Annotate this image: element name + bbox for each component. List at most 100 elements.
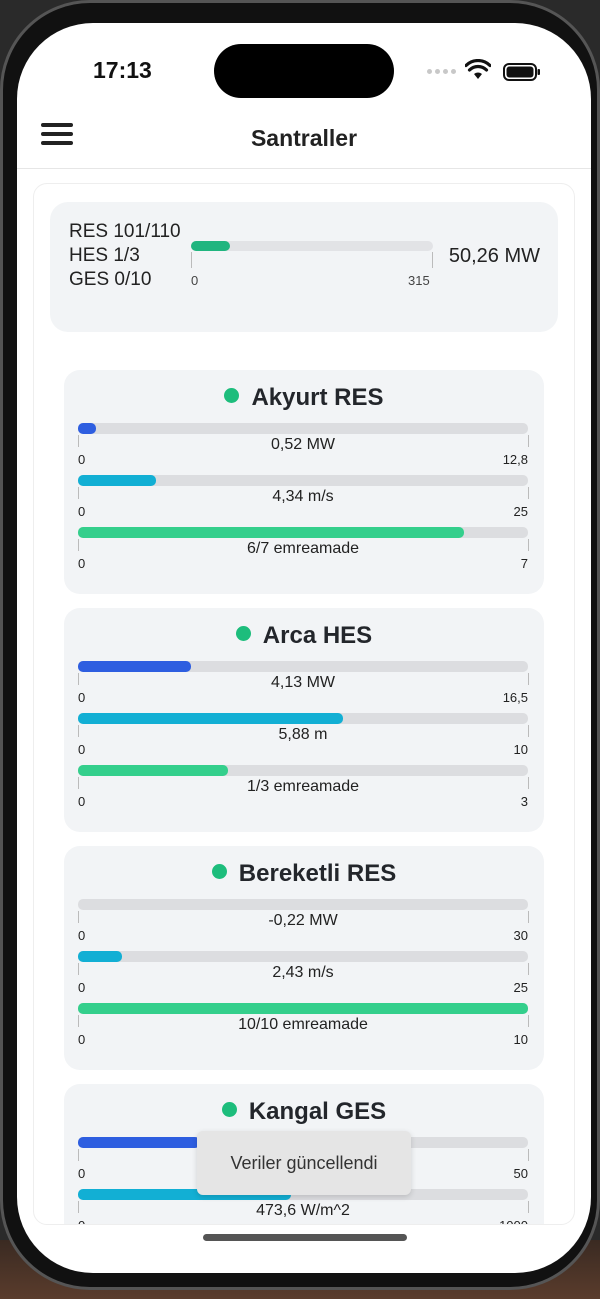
metric-gauge: 2,43 m/s 0 25 — [78, 951, 530, 1003]
dynamic-island — [214, 44, 394, 98]
summary-label-res: RES 101/110 — [69, 221, 181, 242]
menu-icon[interactable] — [41, 123, 73, 149]
summary-min-label: 0 — [191, 273, 199, 288]
metric-min: 0 — [78, 794, 86, 809]
metric-tick-min — [78, 487, 79, 499]
home-indicator[interactable] — [203, 1234, 407, 1241]
wifi-icon — [465, 59, 491, 79]
metric-track — [78, 423, 528, 434]
metric-value: 1/3 emreamade — [246, 778, 360, 795]
battery-icon — [503, 63, 540, 81]
metric-value: 4,13 MW — [270, 674, 335, 691]
toast-message: Veriler güncellendi — [197, 1131, 411, 1195]
metric-max: 25 — [513, 980, 528, 995]
plant-header: Kangal GES — [64, 1098, 544, 1128]
metric-tick-min — [78, 673, 79, 685]
status-time: 17:13 — [93, 57, 152, 83]
summary-progress-bar — [191, 241, 433, 251]
metric-track — [78, 765, 528, 776]
plants-list[interactable]: RES 101/110 HES 1/3 GES 0/10 0 315 50,26… — [33, 183, 575, 1225]
metric-min: 0 — [78, 980, 86, 995]
navigation-bar: Santraller — [17, 113, 591, 169]
summary-tick-min — [191, 252, 192, 268]
status-dot-icon — [235, 626, 251, 641]
summary-card: RES 101/110 HES 1/3 GES 0/10 0 315 50,26… — [50, 202, 558, 332]
metric-fill — [78, 1003, 528, 1014]
metric-max: 25 — [513, 504, 528, 519]
metric-fill — [78, 951, 122, 962]
metric-gauge: 6/7 emreamade 0 7 — [78, 527, 530, 579]
plant-header: Bereketli RES — [64, 860, 544, 890]
plant-header: Arca HES — [64, 622, 544, 652]
metric-fill — [78, 527, 464, 538]
metric-value: -0,22 MW — [268, 912, 338, 929]
summary-total-power: 50,26 MW — [448, 245, 540, 267]
metric-tick-min — [78, 1015, 79, 1027]
metric-gauge: 4,34 m/s 0 25 — [78, 475, 530, 527]
metric-value: 10/10 emreamade — [238, 1016, 368, 1033]
summary-tick-max — [432, 252, 433, 268]
metric-tick-max — [528, 487, 529, 499]
summary-label-ges: GES 0/10 — [69, 269, 152, 290]
app-screen: 17:13 Santraller — [17, 23, 591, 1273]
metric-track — [78, 951, 528, 962]
metric-min: 0 — [78, 1218, 85, 1224]
plant-name: Akyurt RES — [251, 384, 384, 411]
summary-label-hes: HES 1/3 — [69, 245, 140, 266]
status-dot-icon — [224, 388, 240, 403]
page-title: Santraller — [250, 125, 358, 151]
metric-tick-max — [528, 725, 529, 737]
metric-max: 10 — [513, 1032, 528, 1047]
metric-min: 0 — [78, 504, 86, 519]
metric-tick-max — [528, 963, 529, 975]
metric-track — [78, 527, 528, 538]
metric-max: 7 — [520, 556, 528, 571]
plant-name: Arca HES — [262, 622, 373, 649]
plant-card[interactable]: Bereketli RES -0,22 MW 0 30 2,43 m/s 0 25 10/10… — [64, 846, 544, 1070]
summary-labels: RES 101/110 HES 1/3 GES 0/10 — [69, 220, 181, 292]
metric-tick-max — [528, 539, 529, 551]
metric-tick-min — [78, 911, 79, 923]
status-dot-icon — [211, 864, 227, 879]
metric-gauge: 0,52 MW 0 12,8 — [78, 423, 530, 475]
status-bar: 17:13 — [17, 23, 591, 113]
metric-min: 0 — [78, 556, 86, 571]
metric-max: 30 — [513, 928, 528, 943]
metric-tick-max — [528, 673, 529, 685]
plant-card[interactable]: Arca HES 4,13 MW 0 16,5 5,88 m 0 10 1/3 emreama… — [64, 608, 544, 832]
metric-tick-min — [78, 435, 79, 447]
metric-gauge: 4,13 MW 0 16,5 — [78, 661, 530, 713]
metric-min: 0 — [78, 1032, 86, 1047]
metric-track — [78, 475, 528, 486]
metric-max: 10 — [513, 742, 528, 757]
metric-gauge: 10/10 emreamade 0 10 — [78, 1003, 530, 1055]
metric-tick-min — [78, 1149, 79, 1161]
metric-tick-max — [528, 1201, 529, 1213]
metric-fill — [78, 1137, 200, 1148]
metric-min: 0 — [78, 742, 86, 757]
metric-value: 2,43 m/s — [272, 964, 334, 981]
metric-tick-max — [528, 911, 529, 923]
metric-gauge: 5,88 m 0 10 — [78, 713, 530, 765]
metric-max: 3 — [520, 794, 528, 809]
metric-tick-max — [528, 777, 529, 789]
signal-icon — [427, 69, 457, 77]
metric-min: 0 — [78, 690, 86, 705]
metric-min: 0 — [78, 1166, 86, 1181]
plant-header: Akyurt RES — [64, 384, 544, 414]
metric-max: 50 — [513, 1166, 528, 1181]
metric-value: 473,6 W/m^2 — [256, 1202, 350, 1219]
metric-track — [78, 713, 528, 724]
metric-tick-max — [528, 1149, 529, 1161]
plant-card[interactable]: Akyurt RES 0,52 MW 0 12,8 4,34 m/s 0 25 6/7 emr… — [64, 370, 544, 594]
metric-tick-min — [78, 963, 79, 975]
metric-max: 12,8 — [502, 452, 528, 467]
metric-tick-min — [78, 539, 79, 551]
summary-progress-fill — [191, 241, 230, 251]
metric-fill — [78, 475, 157, 486]
metric-tick-max — [528, 1015, 529, 1027]
summary-max-label: 315 — [408, 273, 430, 288]
metric-min: 0 — [78, 928, 86, 943]
metric-value: 0,52 MW — [270, 436, 335, 453]
